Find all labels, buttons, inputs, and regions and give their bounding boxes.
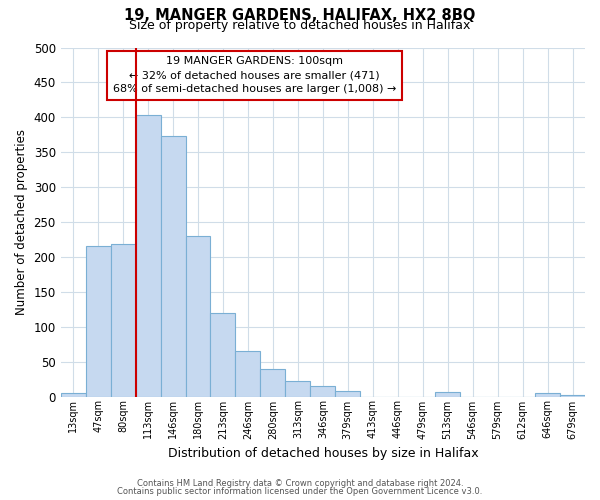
Text: 19, MANGER GARDENS, HALIFAX, HX2 8BQ: 19, MANGER GARDENS, HALIFAX, HX2 8BQ	[124, 8, 476, 22]
Text: Contains HM Land Registry data © Crown copyright and database right 2024.: Contains HM Land Registry data © Crown c…	[137, 478, 463, 488]
Bar	[161, 136, 185, 396]
Bar	[435, 392, 460, 396]
Bar	[86, 246, 110, 396]
Bar	[211, 313, 235, 396]
Bar	[535, 393, 560, 396]
Text: Size of property relative to detached houses in Halifax: Size of property relative to detached ho…	[130, 19, 470, 32]
Bar	[185, 236, 211, 396]
Bar	[110, 244, 136, 396]
Text: 19 MANGER GARDENS: 100sqm
← 32% of detached houses are smaller (471)
68% of semi: 19 MANGER GARDENS: 100sqm ← 32% of detac…	[113, 56, 397, 94]
Text: Contains public sector information licensed under the Open Government Licence v3: Contains public sector information licen…	[118, 487, 482, 496]
Bar	[61, 393, 86, 396]
Bar	[286, 381, 310, 396]
Bar	[560, 395, 585, 396]
Bar	[310, 386, 335, 396]
Y-axis label: Number of detached properties: Number of detached properties	[15, 129, 28, 315]
Bar	[260, 368, 286, 396]
Bar	[136, 115, 161, 396]
X-axis label: Distribution of detached houses by size in Halifax: Distribution of detached houses by size …	[167, 447, 478, 460]
Bar	[235, 351, 260, 397]
Bar	[335, 391, 360, 396]
